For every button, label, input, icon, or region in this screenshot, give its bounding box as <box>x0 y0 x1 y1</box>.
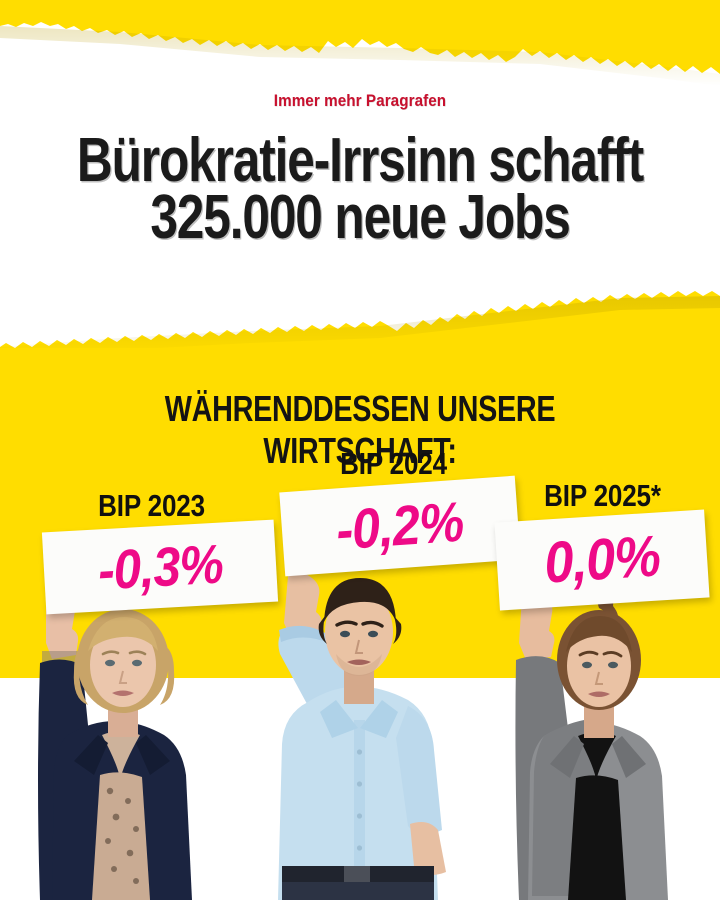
torn-paper-header: Immer mehr Paragrafen Bürokratie-Irrsinn… <box>0 0 720 348</box>
placard-value-2023: -0,3% <box>95 532 225 601</box>
sign-label-2025: BIP 2025* <box>544 478 661 513</box>
person-man-center <box>232 570 482 900</box>
headline-line-2: 325.000 neue Jobs <box>150 183 570 253</box>
sign-label-2024: BIP 2024 <box>340 446 447 481</box>
sign-bip-2024[interactable]: BIP 2024 -0,2% <box>279 446 532 606</box>
placard-value-2024: -0,2% <box>334 489 466 562</box>
person-woman-left <box>10 585 225 900</box>
kicker-text: Immer mehr Paragrafen <box>273 92 447 110</box>
headline: Bürokratie-Irrsinn schafft 325.000 neue … <box>0 126 720 253</box>
sign-bip-2025[interactable]: BIP 2025* 0,0% <box>494 478 720 638</box>
placard-2023[interactable]: -0,3% <box>41 519 279 615</box>
person-woman-right <box>488 588 703 900</box>
torn-paper-shape <box>0 22 720 348</box>
sign-bip-2023[interactable]: BIP 2023 -0,3% <box>41 488 294 638</box>
sign-label-2023: BIP 2023 <box>98 488 205 523</box>
placard-2025[interactable]: 0,0% <box>494 509 710 611</box>
placard-value-2025: 0,0% <box>542 523 662 596</box>
placard-2024[interactable]: -0,2% <box>279 475 521 577</box>
subheadline: WÄHRENDDESSEN UNSERE WIRTSCHAFT: <box>164 388 556 471</box>
headline-line-1: Bürokratie-Irrsinn schafft <box>76 126 644 195</box>
